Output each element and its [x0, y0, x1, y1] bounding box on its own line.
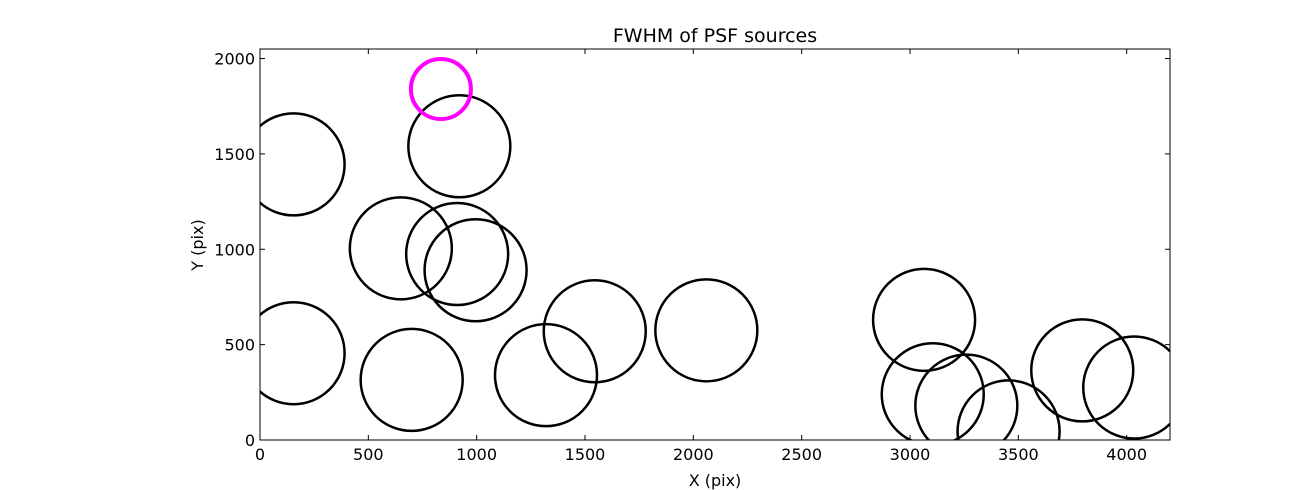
y-tick-label: 1000 [214, 240, 255, 259]
y-axis: 0 500 1000 1500 2000 [214, 50, 1170, 450]
psf-source-marker [359, 327, 464, 433]
psf-source-marker [542, 279, 647, 384]
x-tick-label: 2000 [673, 445, 714, 464]
psf-source-marker [914, 353, 1019, 440]
psf-source-marker [880, 341, 985, 440]
y-tick-label: 2000 [214, 50, 255, 69]
chart-title: FWHM of PSF sources [613, 25, 817, 47]
x-axis-label: X (pix) [689, 471, 742, 490]
y-tick-label: 1500 [214, 145, 255, 164]
psf-source-marker [956, 379, 1061, 440]
psf-source-marker [654, 278, 759, 383]
x-tick-label: 0 [255, 445, 265, 464]
x-tick-label: 2500 [781, 445, 822, 464]
psf-source-marker [404, 201, 510, 307]
x-tick-label: 3500 [998, 445, 1039, 464]
psf-source-marker [260, 112, 346, 217]
y-tick-label: 500 [224, 336, 255, 355]
psf-source-marker [348, 196, 454, 301]
psf-source-marker [871, 267, 977, 373]
y-tick-label: 0 [245, 431, 255, 450]
highlighted-source-marker [408, 57, 473, 122]
x-tick-label: 1500 [565, 445, 606, 464]
x-tick-label: 1000 [456, 445, 497, 464]
plot-frame [259, 48, 1171, 441]
x-tick-label: 500 [353, 445, 384, 464]
psf-source-marker [260, 300, 346, 406]
psf-source-marker [1082, 335, 1170, 440]
y-axis-label: Y (pix) [188, 219, 207, 271]
psf-source-marker [1030, 318, 1135, 423]
psf-source-marker [493, 322, 599, 428]
x-axis: 0 500 1000 1500 2000 2500 3000 3500 4000 [255, 49, 1147, 464]
x-tick-label: 4000 [1106, 445, 1147, 464]
scatter-points [260, 57, 1170, 440]
psf-source-marker [407, 94, 512, 199]
x-tick-label: 3000 [890, 445, 931, 464]
psf-source-marker [423, 217, 528, 323]
